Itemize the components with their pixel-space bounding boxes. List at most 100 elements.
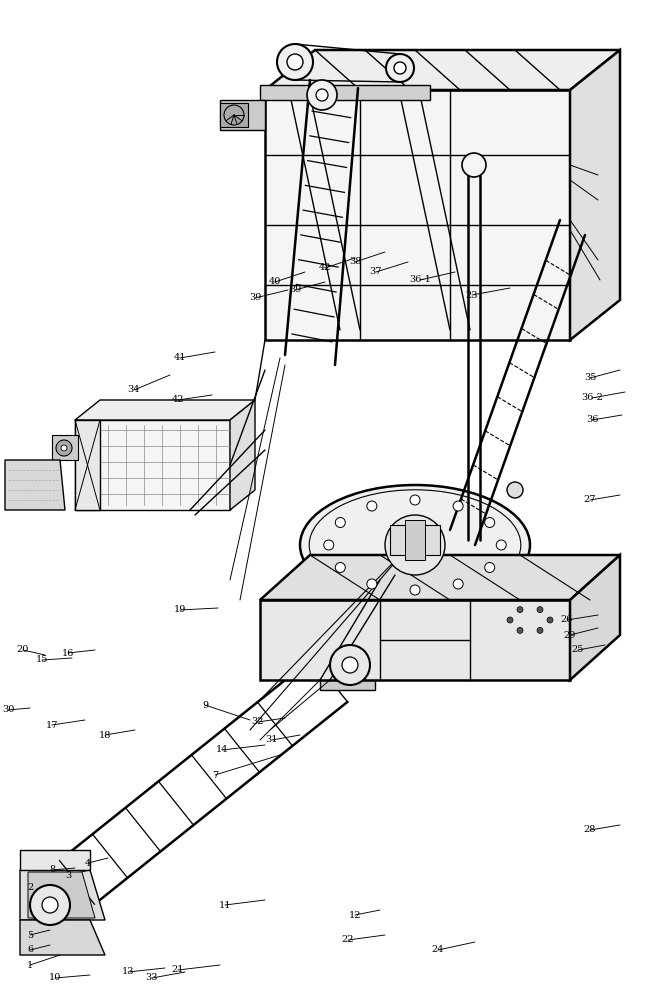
Circle shape — [462, 153, 486, 177]
Circle shape — [287, 54, 303, 70]
Circle shape — [537, 607, 543, 613]
Text: 36: 36 — [586, 416, 598, 424]
Polygon shape — [405, 520, 425, 560]
Circle shape — [537, 627, 543, 633]
Polygon shape — [220, 100, 265, 130]
Circle shape — [507, 482, 523, 498]
Text: 18: 18 — [99, 730, 111, 740]
Circle shape — [496, 540, 506, 550]
Polygon shape — [570, 555, 620, 680]
Circle shape — [547, 617, 553, 623]
Polygon shape — [260, 555, 620, 600]
Polygon shape — [260, 600, 570, 680]
Text: 13: 13 — [122, 968, 135, 976]
Polygon shape — [75, 400, 255, 420]
Circle shape — [335, 518, 345, 528]
Polygon shape — [265, 90, 570, 340]
Text: 5: 5 — [27, 930, 33, 940]
Text: 15: 15 — [36, 656, 48, 664]
Text: 42: 42 — [172, 395, 184, 404]
Circle shape — [277, 44, 313, 80]
Text: 4: 4 — [85, 858, 91, 867]
Text: 34: 34 — [128, 385, 140, 394]
Circle shape — [61, 445, 67, 451]
Text: 37: 37 — [370, 267, 382, 276]
Text: 24: 24 — [432, 946, 444, 954]
Circle shape — [410, 495, 420, 505]
Text: 7: 7 — [212, 770, 218, 780]
Polygon shape — [265, 50, 620, 90]
Text: 21: 21 — [172, 966, 184, 974]
Text: 29: 29 — [564, 631, 576, 640]
Circle shape — [367, 579, 377, 589]
Circle shape — [42, 897, 58, 913]
Polygon shape — [260, 85, 430, 100]
Text: 30: 30 — [2, 706, 14, 714]
Text: 39: 39 — [289, 286, 301, 294]
Circle shape — [507, 617, 513, 623]
Text: 3: 3 — [65, 870, 71, 880]
Polygon shape — [28, 872, 95, 918]
Text: 1: 1 — [27, 960, 33, 970]
Text: 23: 23 — [466, 290, 478, 300]
Polygon shape — [20, 850, 90, 870]
Polygon shape — [570, 50, 620, 340]
Circle shape — [453, 579, 463, 589]
Circle shape — [335, 562, 345, 572]
Text: 11: 11 — [219, 900, 231, 910]
Text: 14: 14 — [216, 746, 228, 754]
Polygon shape — [390, 525, 440, 555]
Text: 32: 32 — [252, 718, 265, 726]
Text: 2: 2 — [27, 884, 33, 892]
Polygon shape — [5, 460, 65, 510]
Circle shape — [367, 501, 377, 511]
Text: 19: 19 — [174, 605, 186, 614]
Text: 27: 27 — [584, 495, 596, 504]
Text: 28: 28 — [584, 826, 596, 834]
Text: 6: 6 — [27, 946, 33, 954]
Polygon shape — [20, 870, 105, 920]
Ellipse shape — [300, 485, 530, 605]
Text: 9: 9 — [202, 700, 208, 710]
Polygon shape — [20, 920, 105, 955]
Polygon shape — [75, 420, 230, 510]
Text: 26: 26 — [561, 615, 573, 624]
Circle shape — [324, 540, 333, 550]
Text: 38: 38 — [349, 257, 361, 266]
Circle shape — [453, 501, 463, 511]
Text: 36-1: 36-1 — [409, 275, 431, 284]
Text: 36-2: 36-2 — [581, 393, 603, 402]
Circle shape — [517, 607, 523, 613]
Circle shape — [385, 515, 445, 575]
Text: 10: 10 — [49, 974, 61, 982]
Circle shape — [30, 885, 70, 925]
Circle shape — [342, 657, 358, 673]
Text: 20: 20 — [17, 646, 29, 654]
Circle shape — [485, 562, 495, 572]
Text: 40: 40 — [269, 277, 281, 286]
Text: 41: 41 — [174, 354, 187, 362]
Circle shape — [307, 80, 337, 110]
Circle shape — [316, 89, 328, 101]
Text: 22: 22 — [342, 936, 354, 944]
Ellipse shape — [492, 598, 568, 642]
Circle shape — [517, 627, 523, 633]
Text: 8: 8 — [49, 865, 55, 874]
Text: 39: 39 — [249, 294, 261, 302]
Circle shape — [394, 62, 406, 74]
Text: 31: 31 — [266, 736, 278, 744]
Circle shape — [56, 440, 72, 456]
Circle shape — [330, 645, 370, 685]
Polygon shape — [52, 435, 78, 460]
Text: 17: 17 — [46, 720, 58, 730]
Polygon shape — [75, 420, 100, 510]
Circle shape — [410, 585, 420, 595]
Text: 42: 42 — [318, 263, 332, 272]
Text: 16: 16 — [62, 648, 74, 658]
Circle shape — [485, 518, 495, 528]
Text: 12: 12 — [349, 910, 361, 920]
Text: 33: 33 — [146, 974, 158, 982]
Polygon shape — [230, 400, 255, 510]
Text: 25: 25 — [572, 646, 584, 654]
Polygon shape — [220, 103, 248, 127]
